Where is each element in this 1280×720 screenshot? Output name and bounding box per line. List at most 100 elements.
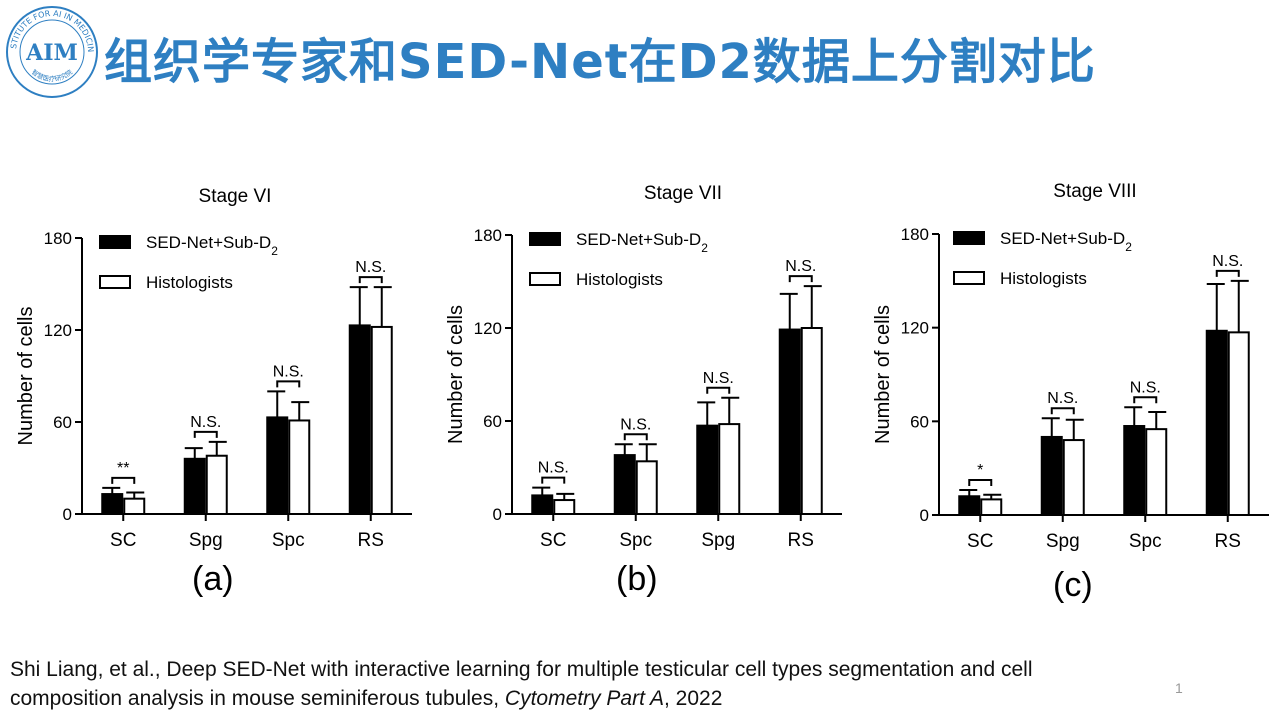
x-tick-label: Spc bbox=[619, 530, 652, 551]
slide-title: 组织学专家和SED-Net在D2数据上分割对比 bbox=[104, 34, 1096, 90]
bar bbox=[778, 328, 801, 515]
chart-stage-viii: Stage VIII 0 60 120 180 Number of cells SC * Spg… bbox=[872, 181, 1269, 552]
bar bbox=[800, 327, 823, 515]
legend-label: Histologists bbox=[146, 273, 233, 292]
x-tick-label: Spg bbox=[701, 530, 735, 551]
logo-mark: AIM bbox=[25, 40, 78, 66]
panel-label-b: (b) bbox=[616, 560, 658, 598]
significance-bracket bbox=[1215, 269, 1240, 277]
citation-line-1: Shi Liang, et al., Deep SED-Net with int… bbox=[10, 658, 1033, 681]
significance-label: N.S. bbox=[190, 414, 221, 431]
bar bbox=[553, 499, 576, 515]
x-tick-label: SC bbox=[540, 530, 566, 551]
x-tick-label: RS bbox=[1215, 531, 1241, 552]
bar bbox=[1040, 435, 1063, 517]
significance-bracket bbox=[1133, 396, 1158, 404]
legend-swatch bbox=[529, 232, 561, 246]
significance-label: N.S. bbox=[1130, 379, 1161, 396]
x-tick-label: RS bbox=[358, 530, 384, 551]
x-tick-label: RS bbox=[788, 530, 814, 551]
logo-cn-text: 智慧医疗研究院 bbox=[30, 67, 74, 83]
significance-label: N.S. bbox=[273, 363, 304, 380]
bar bbox=[205, 454, 228, 516]
y-tick-label: 0 bbox=[493, 505, 502, 524]
legend-label: Histologists bbox=[1000, 269, 1087, 288]
significance-bracket bbox=[541, 476, 566, 484]
bar bbox=[531, 494, 554, 515]
x-tick-label: SC bbox=[110, 530, 136, 551]
bar bbox=[183, 457, 206, 515]
citation-year: , 2022 bbox=[664, 687, 723, 710]
legend-label: SED-Net+Sub-D2 bbox=[146, 233, 278, 258]
bar bbox=[1145, 428, 1168, 516]
significance-label: N.S. bbox=[1212, 253, 1243, 270]
y-tick-label: 120 bbox=[474, 319, 502, 338]
citation-journal: Cytometry Part A bbox=[504, 687, 664, 710]
significance-bracket bbox=[706, 386, 731, 394]
chart-stage-vii: Stage VII 0 60 120 180 Number of cells SC N.S. S… bbox=[445, 183, 842, 551]
bar bbox=[958, 495, 981, 516]
y-axis-label: Number of cells bbox=[872, 305, 894, 444]
significance-label: N.S. bbox=[620, 416, 651, 433]
chart-title: Stage VII bbox=[644, 183, 722, 204]
chart-stage-vi: Stage VI 0 60 120 180 Number of cells SC ** Spg N… bbox=[15, 186, 412, 551]
bar bbox=[266, 416, 289, 515]
bar bbox=[348, 324, 371, 515]
y-tick-label: 60 bbox=[53, 413, 72, 432]
y-axis-label: Number of cells bbox=[445, 305, 467, 444]
bar bbox=[123, 497, 146, 515]
y-tick-label: 120 bbox=[901, 319, 929, 338]
bar bbox=[101, 493, 124, 516]
significance-bracket bbox=[968, 479, 993, 487]
significance-bracket bbox=[193, 430, 218, 438]
bar bbox=[696, 424, 719, 515]
chart-panel-a: Stage VI 0 60 120 180 Number of cells SC ** Spg N… bbox=[0, 170, 420, 610]
x-tick-label: Spg bbox=[1046, 531, 1080, 552]
significance-bracket bbox=[623, 433, 648, 441]
bar bbox=[635, 460, 658, 515]
significance-bracket bbox=[111, 476, 136, 484]
significance-label: N.S. bbox=[785, 258, 816, 275]
bar bbox=[718, 423, 741, 516]
y-tick-label: 0 bbox=[920, 506, 929, 525]
legend-swatch bbox=[953, 231, 985, 245]
y-tick-label: 0 bbox=[63, 505, 72, 524]
x-tick-label: Spc bbox=[1129, 531, 1162, 552]
significance-label: N.S. bbox=[703, 370, 734, 387]
bar bbox=[1062, 439, 1085, 517]
bar bbox=[613, 454, 636, 516]
y-tick-label: 60 bbox=[910, 412, 929, 431]
significance-label: * bbox=[977, 462, 983, 479]
chart-title: Stage VI bbox=[199, 186, 272, 207]
significance-label: N.S. bbox=[355, 259, 386, 276]
citation-line-2-text: composition analysis in mouse seminifero… bbox=[10, 687, 505, 710]
bar bbox=[1205, 329, 1228, 516]
chart-panel-c: Stage VIII 0 60 120 180 Number of cells SC * Spg… bbox=[857, 170, 1277, 610]
significance-label: N.S. bbox=[538, 460, 569, 477]
x-tick-label: SC bbox=[967, 531, 993, 552]
y-tick-label: 180 bbox=[474, 226, 502, 245]
panel-label-c: (c) bbox=[1053, 566, 1093, 604]
y-tick-label: 60 bbox=[483, 412, 502, 431]
page-number: 1 bbox=[1175, 680, 1183, 696]
bar bbox=[980, 498, 1003, 516]
chart-title: Stage VIII bbox=[1053, 181, 1136, 202]
bar bbox=[288, 419, 311, 515]
y-tick-label: 180 bbox=[44, 229, 72, 248]
significance-label: ** bbox=[117, 460, 129, 477]
bar bbox=[1227, 331, 1250, 516]
panel-label-a: (a) bbox=[192, 560, 234, 598]
significance-bracket bbox=[1050, 407, 1075, 415]
significance-bracket bbox=[358, 276, 383, 284]
significance-bracket bbox=[276, 380, 301, 388]
institute-logo: INSTITUTE FOR AI IN MEDICINE AIM 智慧医疗研究院 bbox=[4, 4, 98, 98]
bar bbox=[1123, 425, 1146, 516]
legend-swatch bbox=[99, 235, 131, 249]
legend-label: SED-Net+Sub-D2 bbox=[576, 230, 708, 255]
x-tick-label: Spc bbox=[272, 530, 305, 551]
y-tick-label: 120 bbox=[44, 321, 72, 340]
legend-label: Histologists bbox=[576, 270, 663, 289]
legend-swatch bbox=[953, 271, 985, 285]
significance-bracket bbox=[788, 275, 813, 283]
legend-swatch bbox=[99, 275, 131, 289]
